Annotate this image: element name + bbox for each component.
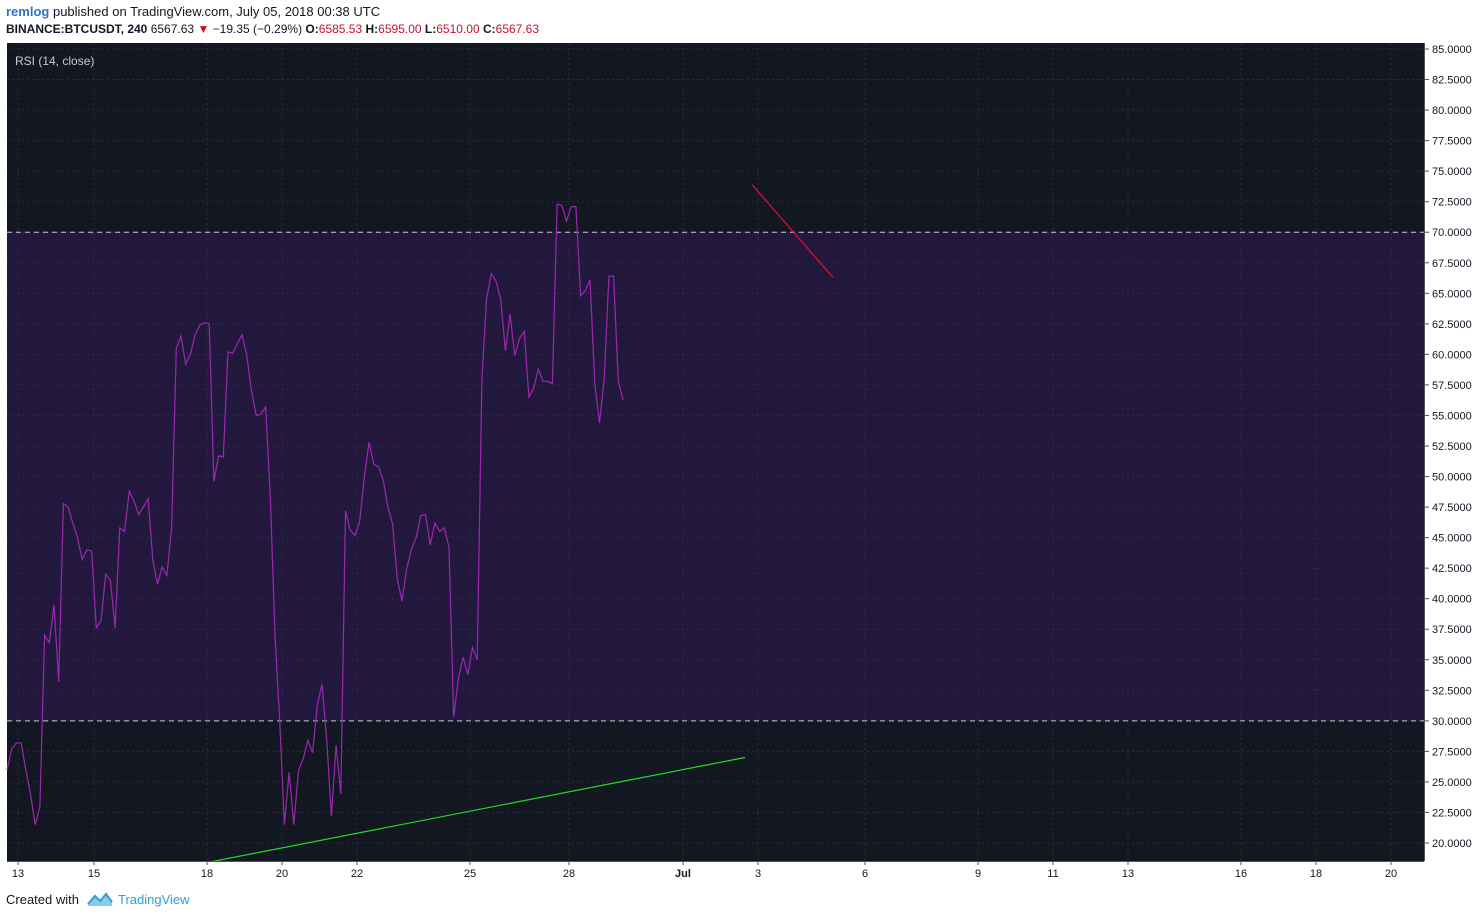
y-tick-label: 22.5000 <box>1432 807 1472 819</box>
y-tick-label: 82.5000 <box>1432 75 1472 87</box>
y-tick-label: 47.5000 <box>1432 502 1472 514</box>
symbol-line: BINANCE:BTCUSDT, 240 6567.63 ▼ −19.35 (−… <box>6 22 539 36</box>
y-tick-label: 77.5000 <box>1432 136 1472 148</box>
tradingview-brand-link[interactable]: TradingView <box>118 892 190 907</box>
author-link[interactable]: remlog <box>6 4 50 19</box>
support-trendline[interactable] <box>206 756 746 864</box>
y-axis-background <box>1424 43 1484 881</box>
high-value: 6595.00 <box>378 22 422 36</box>
y-tick-label: 65.0000 <box>1432 288 1472 300</box>
y-tick-label: 67.5000 <box>1432 258 1472 270</box>
y-tick-label: 75.0000 <box>1432 166 1472 178</box>
x-tick-label: Jul <box>675 868 691 880</box>
y-tick-label: 45.0000 <box>1432 533 1472 545</box>
y-tick-label: 80.0000 <box>1432 105 1472 117</box>
low-label: L: <box>424 22 437 36</box>
y-tick-label: 32.5000 <box>1432 685 1472 697</box>
high-label: H: <box>365 22 379 36</box>
y-tick-label: 27.5000 <box>1432 746 1472 758</box>
published-text: published on TradingView.com, July 05, 2… <box>52 4 381 19</box>
x-tick-label: 22 <box>351 868 363 880</box>
y-tick-label: 52.5000 <box>1432 441 1472 453</box>
close-value: 6567.63 <box>495 22 540 36</box>
down-arrow-icon: ▼ <box>197 22 210 36</box>
symbol-label[interactable]: BINANCE:BTCUSDT, 240 <box>6 22 148 36</box>
rsi-chart-area[interactable]: 85.0000 82.5000 80.0000 77.5000 75.0000 72.50… <box>0 43 1484 881</box>
x-axis[interactable]: 13 15 18 20 22 25 28 Jul 3 6 9 11 13 16 18 20 <box>0 861 1424 881</box>
x-tick-label: 16 <box>1235 868 1247 880</box>
tradingview-logo-icon <box>87 892 113 906</box>
footer: Created with TradingView <box>0 881 1484 917</box>
x-tick-label: 18 <box>1310 868 1322 880</box>
low-value: 6510.00 <box>436 22 480 36</box>
y-tick-label: 85.0000 <box>1432 44 1472 56</box>
last-price: 6567.63 <box>150 22 195 36</box>
resistance-trendline[interactable] <box>751 184 834 278</box>
y-tick-label: 72.5000 <box>1432 197 1472 209</box>
y-tick-label: 30.0000 <box>1432 716 1472 728</box>
rsi-band-fill <box>7 232 1424 721</box>
y-tick-label: 62.5000 <box>1432 319 1472 331</box>
x-tick-label: 15 <box>88 868 100 880</box>
price-change: −19.35 (−0.29%) <box>212 22 303 36</box>
y-tick-label: 50.0000 <box>1432 472 1472 484</box>
x-tick-label: 9 <box>975 868 981 880</box>
x-tick-label: 20 <box>276 868 288 880</box>
x-axis-background <box>0 861 1424 881</box>
grid-lines <box>7 43 1424 861</box>
y-tick-label: 40.0000 <box>1432 594 1472 606</box>
x-tick-label: 13 <box>1122 868 1134 880</box>
y-tick-label: 55.0000 <box>1432 410 1472 422</box>
created-with-text: Created with <box>6 892 79 907</box>
y-tick-label: 35.0000 <box>1432 655 1472 667</box>
y-tick-label: 37.5000 <box>1432 624 1472 636</box>
close-label: C: <box>482 22 496 36</box>
chart-header: remlog published on TradingView.com, Jul… <box>0 0 1484 43</box>
y-tick-label: 70.0000 <box>1432 227 1472 239</box>
y-tick-label: 57.5000 <box>1432 380 1472 392</box>
y-tick-label: 42.5000 <box>1432 563 1472 575</box>
y-tick-label: 20.0000 <box>1432 838 1472 850</box>
rsi-chart[interactable]: 85.0000 82.5000 80.0000 77.5000 75.0000 72.50… <box>0 43 1484 881</box>
y-axis[interactable]: 85.0000 82.5000 80.0000 77.5000 75.0000 72.50… <box>1424 43 1484 881</box>
x-tick-label: 11 <box>1047 868 1058 880</box>
open-value: 6585.53 <box>318 22 363 36</box>
x-tick-label: 18 <box>201 868 213 880</box>
publish-line: remlog published on TradingView.com, Jul… <box>6 4 380 19</box>
x-tick-label: 20 <box>1385 868 1397 880</box>
y-tick-label: 60.0000 <box>1432 349 1472 361</box>
open-label: O: <box>305 22 319 36</box>
y-tick-label: 25.0000 <box>1432 777 1472 789</box>
x-tick-label: 6 <box>862 868 868 880</box>
indicator-label: RSI (14, close) <box>15 54 94 68</box>
x-tick-label: 13 <box>12 868 24 880</box>
rsi-series-line <box>6 203 624 825</box>
x-tick-label: 3 <box>755 868 761 880</box>
x-tick-label: 25 <box>464 868 476 880</box>
x-tick-label: 28 <box>563 868 575 880</box>
